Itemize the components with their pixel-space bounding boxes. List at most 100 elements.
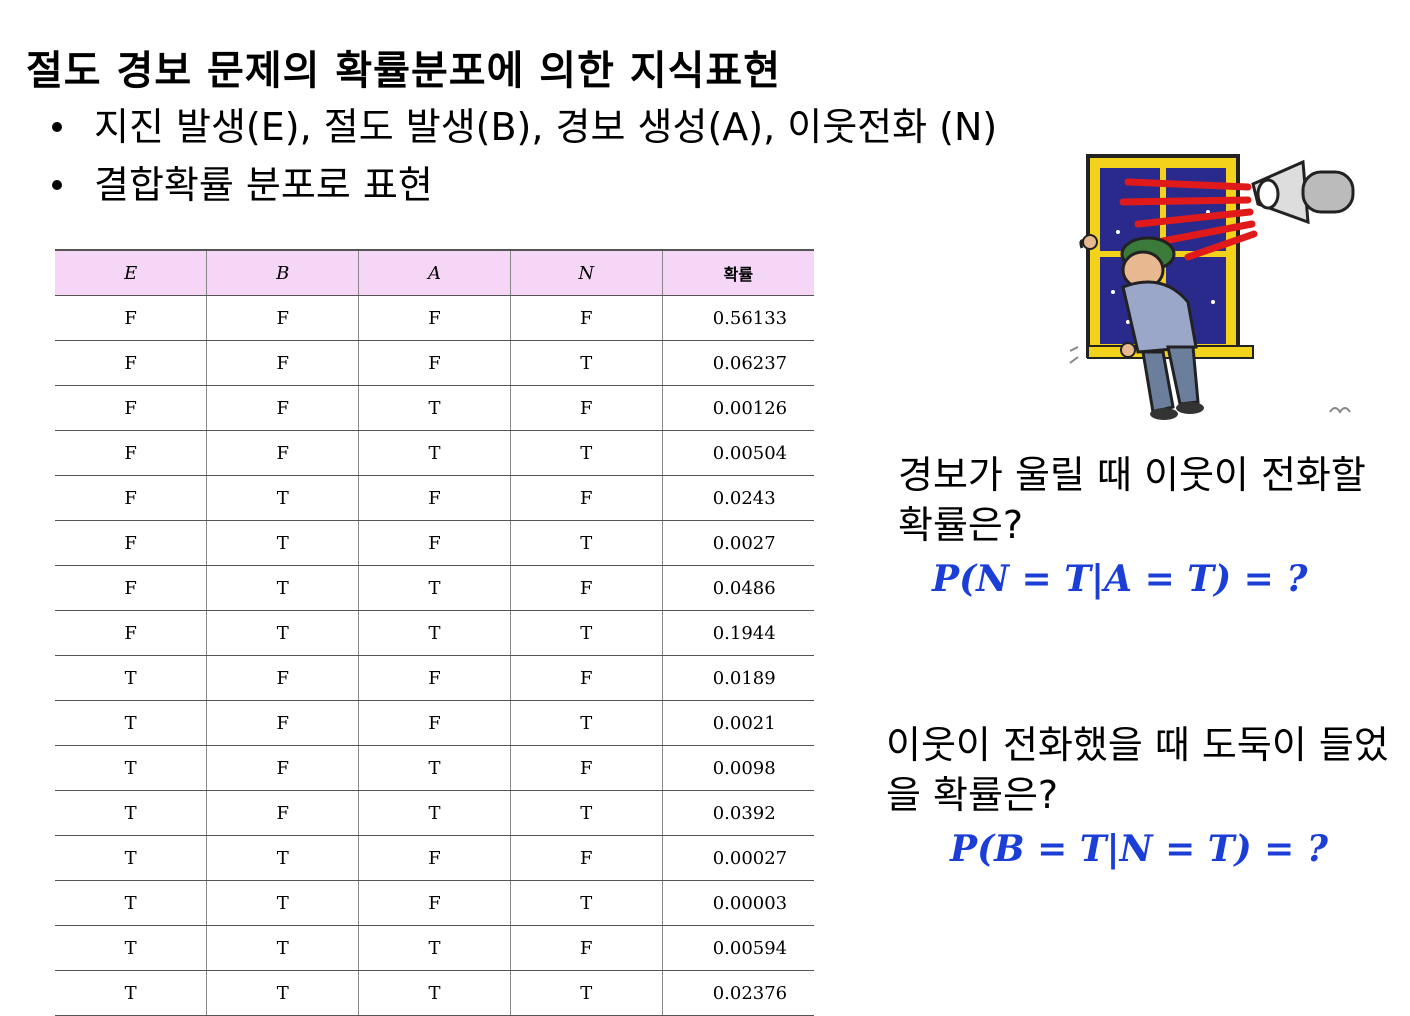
table-row: F T T F 0.0486 (55, 565, 814, 611)
truth-value-cell: T (206, 610, 359, 656)
truth-value-cell: F (509, 925, 663, 971)
truth-value-cell: F (509, 475, 663, 521)
table-header-row: E B A N 확률 (55, 249, 814, 296)
probability-cell: 0.0027 (661, 520, 814, 566)
truth-value-cell: T (358, 430, 511, 476)
truth-value-cell: T (55, 655, 207, 701)
probability-cell: 0.0098 (661, 745, 814, 791)
truth-value-cell: F (509, 655, 663, 701)
truth-value-cell: F (509, 745, 663, 791)
burglar-window-megaphone-icon (1069, 154, 1355, 420)
question-2-text: 이웃이 전화했을 때 도둑이 들었을 확률은? (886, 723, 1389, 817)
truth-value-cell: F (358, 475, 511, 521)
truth-value-cell: T (509, 430, 663, 476)
truth-value-cell: F (55, 340, 207, 386)
bullet-list: 지진 발생(E), 절도 발생(B), 경보 생성(A), 이웃전화 (N) 결… (52, 98, 997, 214)
probability-cell: 0.0189 (661, 655, 814, 701)
truth-value-cell: F (55, 475, 207, 521)
truth-value-cell: F (358, 835, 511, 881)
probability-cell: 0.0243 (661, 475, 814, 521)
truth-value-cell: T (206, 835, 359, 881)
truth-value-cell: F (509, 835, 663, 881)
truth-value-cell: T (509, 790, 663, 836)
truth-value-cell: T (55, 970, 207, 1016)
question-2-formula: P(B = T|N = T) = ? (950, 828, 1328, 870)
truth-value-cell: T (206, 520, 359, 566)
truth-value-cell: T (358, 745, 511, 791)
bullet-dot-icon (52, 180, 62, 190)
truth-value-cell: F (55, 295, 207, 341)
probability-cell: 0.00126 (661, 385, 814, 431)
truth-value-cell: T (509, 880, 663, 926)
table-row: F F T F 0.00126 (55, 385, 814, 431)
truth-value-cell: F (358, 880, 511, 926)
truth-value-cell: T (55, 745, 207, 791)
truth-value-cell: F (358, 295, 511, 341)
table-row: T T F F 0.00027 (55, 835, 814, 881)
table-row: T F T F 0.0098 (55, 745, 814, 791)
truth-value-cell: T (55, 700, 207, 746)
truth-value-cell: T (206, 925, 359, 971)
table-row: F T F T 0.0027 (55, 520, 814, 566)
page-title: 절도 경보 문제의 확률분포에 의한 지식표현 (26, 48, 782, 94)
table-row: T F T T 0.0392 (55, 790, 814, 836)
header-n: N (509, 249, 663, 296)
table-row: T F F T 0.0021 (55, 700, 814, 746)
probability-cell: 0.02376 (661, 970, 814, 1016)
truth-value-cell: T (206, 880, 359, 926)
truth-value-cell: F (206, 745, 359, 791)
probability-cell: 0.00504 (661, 430, 814, 476)
truth-value-cell: F (358, 340, 511, 386)
truth-value-cell: T (55, 880, 207, 926)
truth-value-cell: F (358, 700, 511, 746)
truth-value-cell: F (509, 565, 663, 611)
question-1-text: 경보가 울릴 때 이웃이 전화할 확률은? (898, 453, 1366, 547)
truth-value-cell: F (206, 430, 359, 476)
header-b: B (206, 249, 359, 296)
table-row: F F F T 0.06237 (55, 340, 814, 386)
truth-value-cell: T (358, 925, 511, 971)
table-row: F F T T 0.00504 (55, 430, 814, 476)
truth-value-cell: F (509, 295, 663, 341)
truth-value-cell: F (206, 790, 359, 836)
truth-value-cell: T (509, 970, 663, 1016)
bullet-item: 지진 발생(E), 절도 발생(B), 경보 생성(A), 이웃전화 (N) (52, 98, 997, 156)
probability-cell: 0.0392 (661, 790, 814, 836)
joint-probability-table: E B A N 확률 F F F F 0.56133 F F F T 0.06237 F F T F 0.0… (55, 249, 814, 1016)
truth-value-cell: T (509, 340, 663, 386)
truth-value-cell: T (206, 565, 359, 611)
truth-value-cell: F (55, 610, 207, 656)
probability-cell: 0.1944 (661, 610, 814, 656)
truth-value-cell: F (509, 385, 663, 431)
probability-cell: 0.00003 (661, 880, 814, 926)
probability-cell: 0.0021 (661, 700, 814, 746)
truth-value-cell: T (55, 925, 207, 971)
probability-cell: 0.00027 (661, 835, 814, 881)
truth-value-cell: F (206, 655, 359, 701)
table-row: T T T F 0.00594 (55, 925, 814, 971)
truth-value-cell: T (509, 700, 663, 746)
bullet-text: 지진 발생(E), 절도 발생(B), 경보 생성(A), 이웃전화 (N) (94, 105, 998, 149)
table-row: F T F F 0.0243 (55, 475, 814, 521)
table-row: F T T T 0.1944 (55, 610, 814, 656)
bullet-dot-icon (52, 122, 62, 132)
truth-value-cell: F (206, 700, 359, 746)
truth-value-cell: T (206, 475, 359, 521)
table-body: F F F F 0.56133 F F F T 0.06237 F F T F 0.00126 F F T T 0.0… (55, 295, 814, 1016)
truth-value-cell: F (206, 340, 359, 386)
truth-value-cell: F (358, 655, 511, 701)
truth-value-cell: F (206, 295, 359, 341)
truth-value-cell: F (55, 385, 207, 431)
truth-value-cell: T (206, 970, 359, 1016)
truth-value-cell: T (509, 520, 663, 566)
truth-value-cell: F (55, 430, 207, 476)
truth-value-cell: T (358, 385, 511, 431)
probability-cell: 0.0486 (661, 565, 814, 611)
truth-value-cell: F (206, 385, 359, 431)
truth-value-cell: F (358, 520, 511, 566)
truth-value-cell: T (358, 790, 511, 836)
truth-value-cell: T (358, 565, 511, 611)
truth-value-cell: T (358, 610, 511, 656)
table-row: T F F F 0.0189 (55, 655, 814, 701)
truth-value-cell: T (509, 610, 663, 656)
